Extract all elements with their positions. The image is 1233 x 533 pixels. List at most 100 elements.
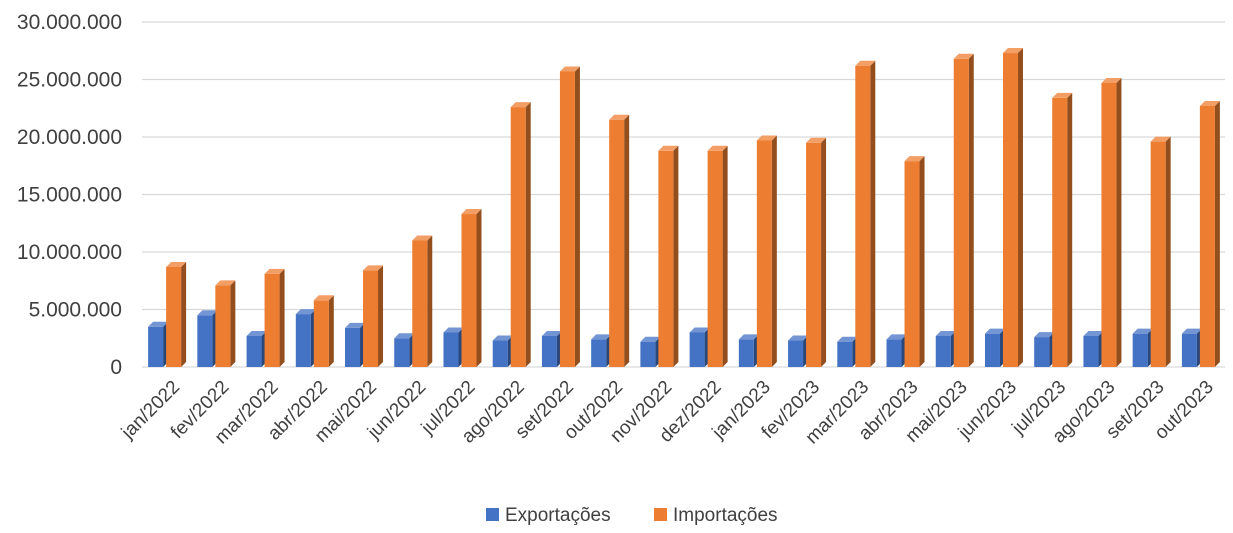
bar-side — [1067, 92, 1073, 368]
bar-front — [412, 240, 428, 367]
bar-top — [1002, 48, 1023, 54]
bar-importacoes — [363, 265, 384, 367]
bar-exportacoes — [837, 336, 858, 367]
bar-front — [559, 71, 575, 367]
bar-exportacoes — [541, 330, 562, 367]
bar-importacoes — [806, 137, 827, 367]
bar-front — [1034, 337, 1050, 367]
bar-importacoes — [756, 135, 777, 367]
y-tick-label: 5.000.000 — [29, 299, 122, 322]
y-axis-tick-labels: 0 5.000.000 10.000.000 15.000.000 20.000.000… — [17, 11, 122, 379]
bar-top — [215, 280, 236, 286]
bar-front — [788, 340, 804, 367]
bar-exportacoes — [148, 321, 169, 367]
bar-front — [1101, 82, 1117, 367]
bar-top — [559, 66, 580, 72]
bar-front — [689, 332, 705, 367]
bar-front — [886, 339, 902, 367]
bar-importacoes — [658, 145, 679, 367]
bar-importacoes — [313, 295, 334, 367]
bar-top — [461, 209, 482, 215]
bar-top — [246, 330, 267, 336]
y-tick-label: 20.000.000 — [17, 126, 122, 149]
bar-front — [609, 119, 625, 367]
bar-front — [904, 161, 920, 367]
bar-front — [591, 339, 607, 367]
bar-side — [574, 66, 580, 367]
bar-exportacoes — [1132, 328, 1153, 367]
bar-front — [461, 214, 477, 367]
bar-side — [821, 137, 827, 367]
bar-top — [541, 330, 562, 336]
bar-top — [394, 333, 415, 339]
bar-side — [968, 53, 974, 368]
bar-front — [492, 340, 508, 367]
bar-front — [166, 266, 182, 367]
bar-front — [1083, 335, 1099, 367]
bar-side — [427, 235, 433, 367]
bar-exportacoes — [345, 322, 366, 367]
bar-importacoes — [707, 145, 728, 367]
bar-side — [279, 268, 285, 367]
bar-front — [1052, 97, 1068, 368]
y-tick-label: 15.000.000 — [17, 184, 122, 207]
bar-importacoes — [510, 102, 531, 367]
bar-exportacoes — [935, 330, 956, 367]
bar-importacoes — [559, 66, 580, 367]
bar-side — [870, 60, 876, 367]
bar-top — [984, 328, 1005, 334]
bar-importacoes — [264, 268, 285, 367]
bar-side — [1017, 48, 1023, 368]
bar-side — [1116, 77, 1122, 367]
bar-front — [855, 65, 871, 367]
bar-importacoes — [1002, 48, 1023, 368]
bar-front — [806, 142, 822, 367]
y-tick-label: 30.000.000 — [17, 11, 122, 34]
bar-top — [166, 261, 187, 267]
bar-importacoes — [166, 261, 187, 367]
bar-top — [295, 309, 316, 315]
bar-exportacoes — [394, 333, 415, 367]
bar-front — [1199, 105, 1215, 367]
bar-top — [363, 265, 384, 271]
bar-top — [886, 334, 907, 340]
legend-label-importacoes: Importações — [673, 505, 778, 526]
bar-top — [658, 145, 679, 151]
bar-top — [806, 137, 827, 143]
bar-exportacoes — [689, 327, 710, 367]
bar-exportacoes — [443, 327, 464, 367]
bar-front — [148, 326, 164, 367]
bar-side — [328, 295, 334, 367]
bar-front — [658, 150, 674, 367]
bar-top — [935, 330, 956, 336]
bar-front — [984, 333, 1000, 367]
legend-swatch-importacoes — [654, 508, 667, 521]
bar-top — [492, 335, 513, 341]
bar-front — [1002, 53, 1018, 368]
bar-top — [412, 235, 433, 241]
bar-top — [264, 268, 285, 274]
y-tick-label: 10.000.000 — [17, 241, 122, 264]
bar-side — [378, 265, 384, 367]
bar-side — [476, 209, 482, 367]
bar-top — [640, 336, 661, 342]
bar-side — [624, 114, 630, 367]
bar-importacoes — [1101, 77, 1122, 367]
bar-exportacoes — [1083, 330, 1104, 367]
legend: Exportações Importações — [486, 505, 778, 526]
bar-side — [181, 261, 187, 367]
bar-exportacoes — [640, 336, 661, 367]
bar-top — [591, 334, 612, 340]
bar-importacoes — [904, 156, 925, 367]
bar-front — [1132, 333, 1148, 367]
bar-front — [443, 332, 459, 367]
bar-front — [837, 341, 853, 367]
bar-side — [230, 280, 236, 367]
bar-front — [935, 335, 951, 367]
bar-side — [1165, 136, 1171, 367]
bar-top — [510, 102, 531, 108]
bar-top — [313, 295, 334, 301]
bar-top — [1034, 332, 1055, 338]
bar-top — [689, 327, 710, 333]
bar-side — [771, 135, 777, 367]
